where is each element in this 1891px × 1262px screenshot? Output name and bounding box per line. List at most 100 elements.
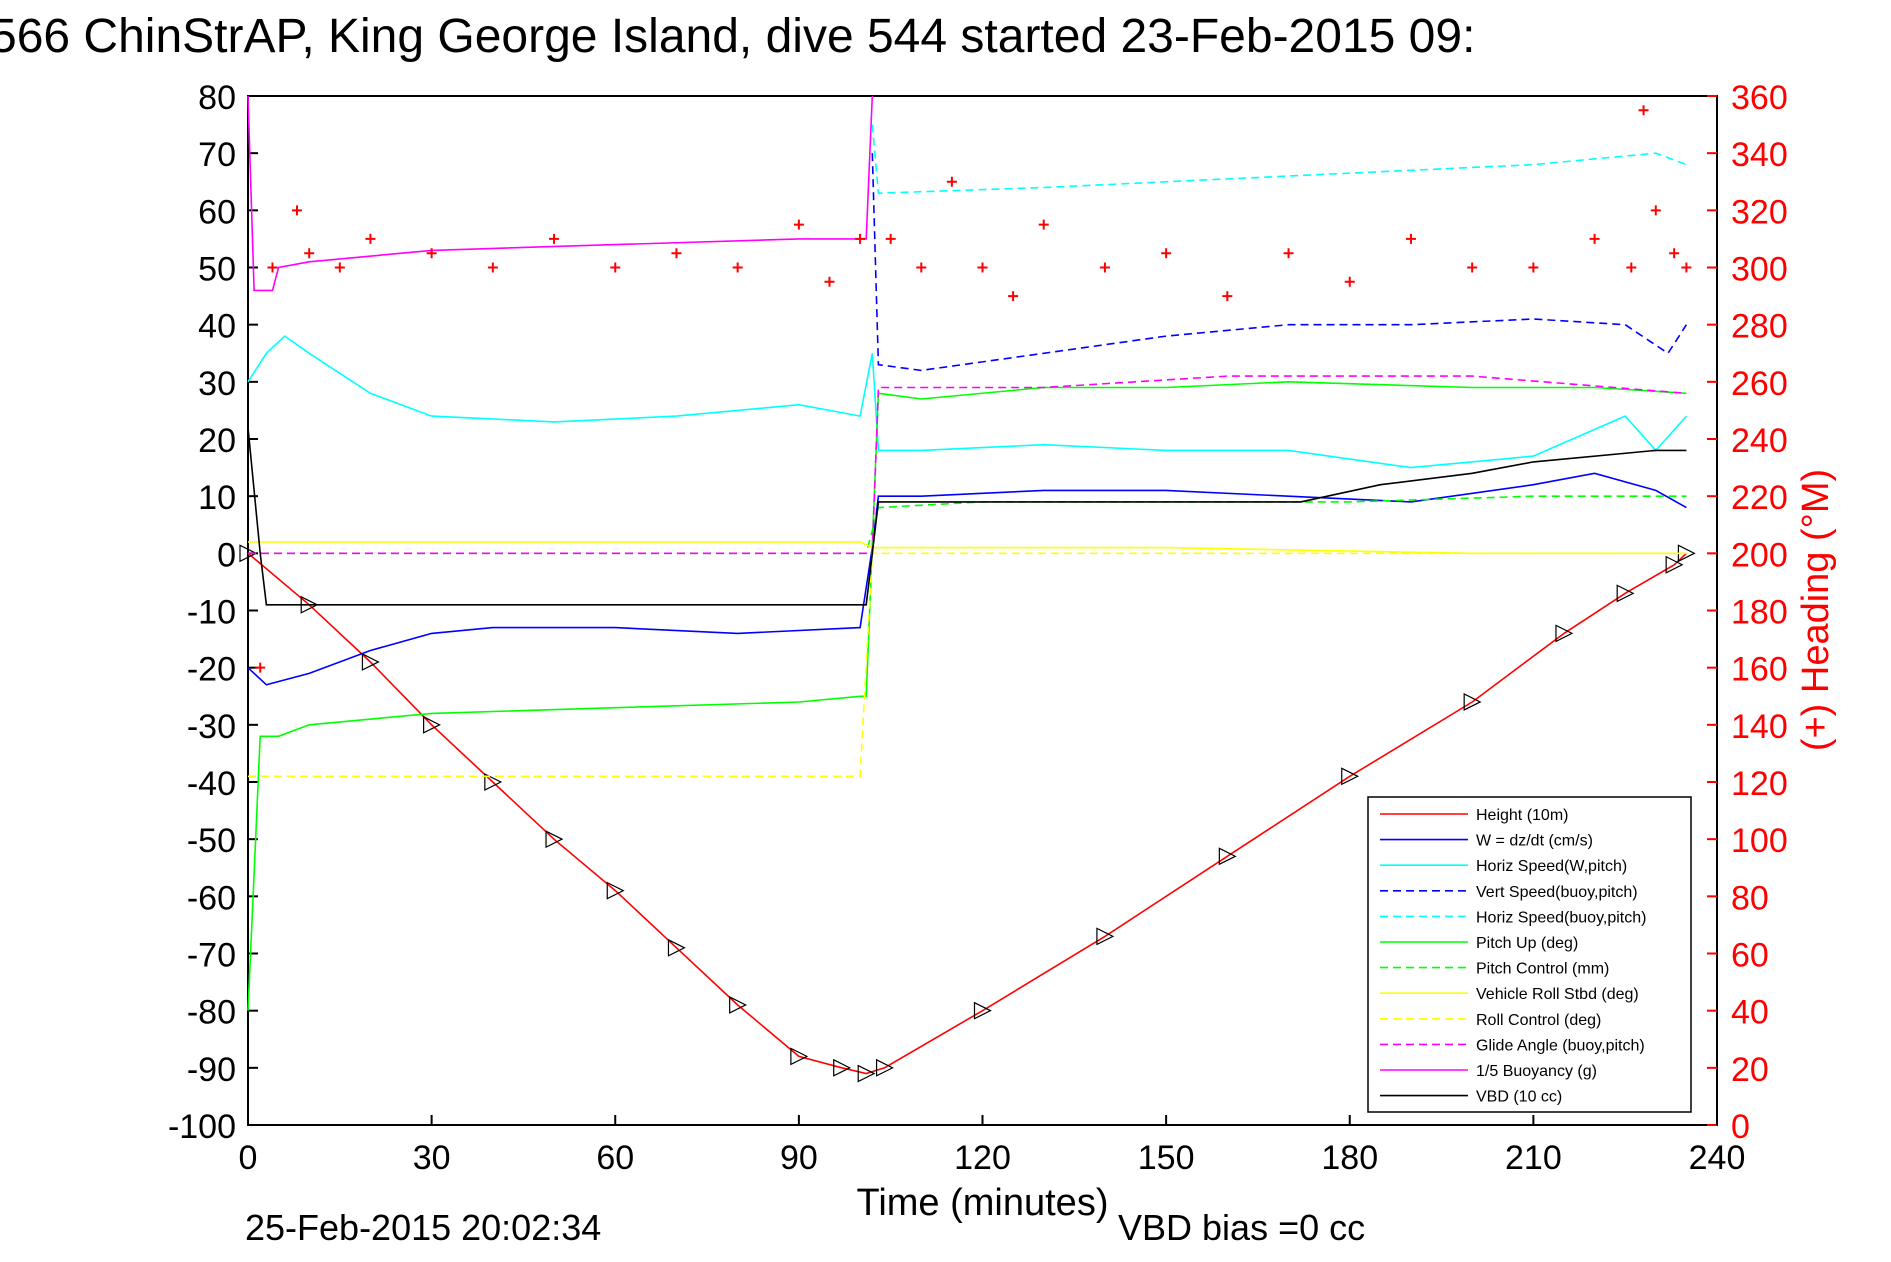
heading-marker <box>824 276 835 287</box>
y2-tick-label: 0 <box>1731 1108 1750 1146</box>
height-marker <box>875 1058 894 1077</box>
height-marker <box>606 881 625 900</box>
heading-marker <box>1669 248 1680 259</box>
series-line <box>248 552 1687 778</box>
y2-tick-label: 280 <box>1731 308 1788 346</box>
y2-tick-label: 320 <box>1731 193 1788 231</box>
y2-tick-label: 80 <box>1731 879 1769 917</box>
x-tick-label: 240 <box>1689 1139 1746 1177</box>
heading-marker <box>732 262 743 273</box>
heading-marker <box>1161 248 1172 259</box>
height-marker <box>239 544 258 563</box>
heading-marker <box>267 262 278 273</box>
legend-entry: Pitch Control (mm) <box>1476 961 1609 978</box>
y-tick-label: -30 <box>187 708 236 746</box>
legend-entry: 1/5 Buoyancy (g) <box>1476 1063 1597 1080</box>
heading-marker <box>855 233 866 244</box>
y2-tick-label: 340 <box>1731 136 1788 174</box>
heading-marker <box>365 233 376 244</box>
heading-marker <box>1528 262 1539 273</box>
height-marker <box>1218 847 1237 866</box>
y2-tick-label: 360 <box>1731 79 1788 117</box>
y-tick-label: -60 <box>187 879 236 917</box>
y2-tick-label: 60 <box>1731 937 1769 975</box>
y2-tick-label: 220 <box>1731 479 1788 517</box>
legend-entry: Horiz Speed(buoy,pitch) <box>1476 909 1646 926</box>
height-marker <box>1096 927 1115 946</box>
chart-title: 566 ChinStrAP, King George Island, dive … <box>0 10 1475 63</box>
y-tick-label: 10 <box>198 479 236 517</box>
heading-marker <box>291 205 302 216</box>
legend-entry: Glide Angle (buoy,pitch) <box>1476 1037 1645 1054</box>
heading-marker <box>1467 262 1478 273</box>
height-marker <box>361 652 380 671</box>
y2-tick-label: 100 <box>1731 822 1788 860</box>
series-line <box>247 335 1687 469</box>
height-marker <box>1555 624 1574 643</box>
height-marker <box>833 1058 852 1077</box>
height-marker <box>857 1064 876 1083</box>
heading-marker <box>1626 262 1637 273</box>
x-tick-label: 210 <box>1505 1139 1562 1177</box>
legend-box <box>1367 796 1692 1113</box>
series-line <box>247 552 1687 1075</box>
y2-tick-label: 200 <box>1731 536 1788 574</box>
height-marker <box>667 938 686 957</box>
height-marker <box>1341 767 1360 786</box>
height-marker <box>1616 584 1635 603</box>
y2-tick-label: 40 <box>1731 994 1769 1032</box>
x-tick-label: 60 <box>596 1139 634 1177</box>
footer-vbd-bias: VBD bias =0 cc <box>1118 1207 1365 1248</box>
y-tick-label: 20 <box>198 422 236 460</box>
heading-marker <box>255 662 266 673</box>
x-tick-label: 0 <box>239 1139 258 1177</box>
series-line <box>247 380 1687 1011</box>
heading-marker <box>1405 233 1416 244</box>
right-axis-label: (+) Heading (°M) <box>1795 469 1837 751</box>
legend-entry: Vert Speed(buoy,pitch) <box>1476 884 1638 901</box>
heading-marker <box>1038 219 1049 230</box>
series-layer <box>239 95 1696 1083</box>
heading-marker <box>1008 291 1019 302</box>
heading-marker <box>1099 262 1110 273</box>
y-tick-label: -10 <box>187 594 236 632</box>
legend-entry: Horiz Speed(W,pitch) <box>1476 858 1627 875</box>
y2-tick-label: 20 <box>1731 1051 1769 1089</box>
heading-marker <box>977 262 988 273</box>
height-marker <box>545 830 564 849</box>
heading-marker <box>334 262 345 273</box>
height-marker <box>973 1001 992 1020</box>
y-tick-label: 30 <box>198 365 236 403</box>
heading-marker <box>946 176 957 187</box>
heading-marker <box>1344 276 1355 287</box>
height-marker <box>484 773 503 791</box>
series-line <box>871 124 1687 195</box>
y2-tick-label: 180 <box>1731 594 1788 632</box>
y2-tick-label: 160 <box>1731 651 1788 689</box>
y-tick-label: -100 <box>168 1108 236 1146</box>
y2-tick-label: 120 <box>1731 765 1788 803</box>
y2-tick-label: 140 <box>1731 708 1788 746</box>
right-axis: 0 20 40 60 80 100 120 140 160 180 200 220 240 260 280 3… <box>1707 79 1788 1146</box>
y-tick-label: 0 <box>217 536 236 574</box>
heading-marker <box>1283 248 1294 259</box>
height-marker <box>729 995 748 1014</box>
series-line <box>248 541 1687 555</box>
y-tick-label: 60 <box>198 193 236 231</box>
heading-marker <box>304 248 315 259</box>
heading-marker <box>916 262 927 273</box>
height-marker <box>1665 555 1684 574</box>
legend: Height (10m) W = dz/dt (cm/s) Horiz Speed(… <box>1367 796 1692 1113</box>
legend-entry: Vehicle Roll Stbd (deg) <box>1476 986 1639 1003</box>
legend-entry: Pitch Up (deg) <box>1476 935 1578 952</box>
y-tick-label: 80 <box>198 79 236 117</box>
series-line <box>871 153 1688 372</box>
y2-tick-label: 300 <box>1731 251 1788 289</box>
heading-marker <box>885 233 896 244</box>
heading-marker <box>793 219 804 230</box>
y-tick-label: -70 <box>187 937 236 975</box>
series-line <box>247 427 1687 606</box>
height-marker <box>1463 692 1482 711</box>
legend-entry: W = dz/dt (cm/s) <box>1476 833 1593 850</box>
